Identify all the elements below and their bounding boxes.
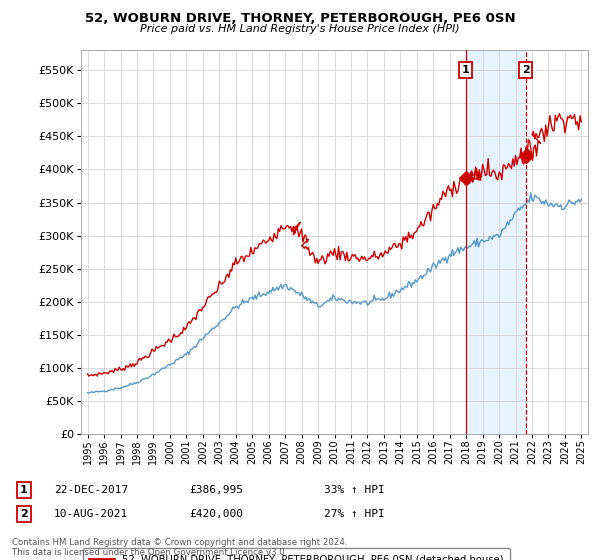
Text: 10-AUG-2021: 10-AUG-2021 [54,509,128,519]
Text: £386,995: £386,995 [189,485,243,495]
Text: 33% ↑ HPI: 33% ↑ HPI [324,485,385,495]
Text: Contains HM Land Registry data © Crown copyright and database right 2024.
This d: Contains HM Land Registry data © Crown c… [12,538,347,557]
Text: 1: 1 [20,485,28,495]
Legend: 52, WOBURN DRIVE, THORNEY, PETERBOROUGH, PE6 0SN (detached house), HPI: Average : 52, WOBURN DRIVE, THORNEY, PETERBOROUGH,… [83,548,510,560]
Text: 2: 2 [522,66,529,75]
Bar [466,50,526,434]
Text: £420,000: £420,000 [189,509,243,519]
Text: Price paid vs. HM Land Registry's House Price Index (HPI): Price paid vs. HM Land Registry's House … [140,24,460,34]
Text: 52, WOBURN DRIVE, THORNEY, PETERBOROUGH, PE6 0SN: 52, WOBURN DRIVE, THORNEY, PETERBOROUGH,… [85,12,515,25]
Text: 22-DEC-2017: 22-DEC-2017 [54,485,128,495]
Text: 1: 1 [462,66,470,75]
Text: 2: 2 [20,509,28,519]
Text: 27% ↑ HPI: 27% ↑ HPI [324,509,385,519]
